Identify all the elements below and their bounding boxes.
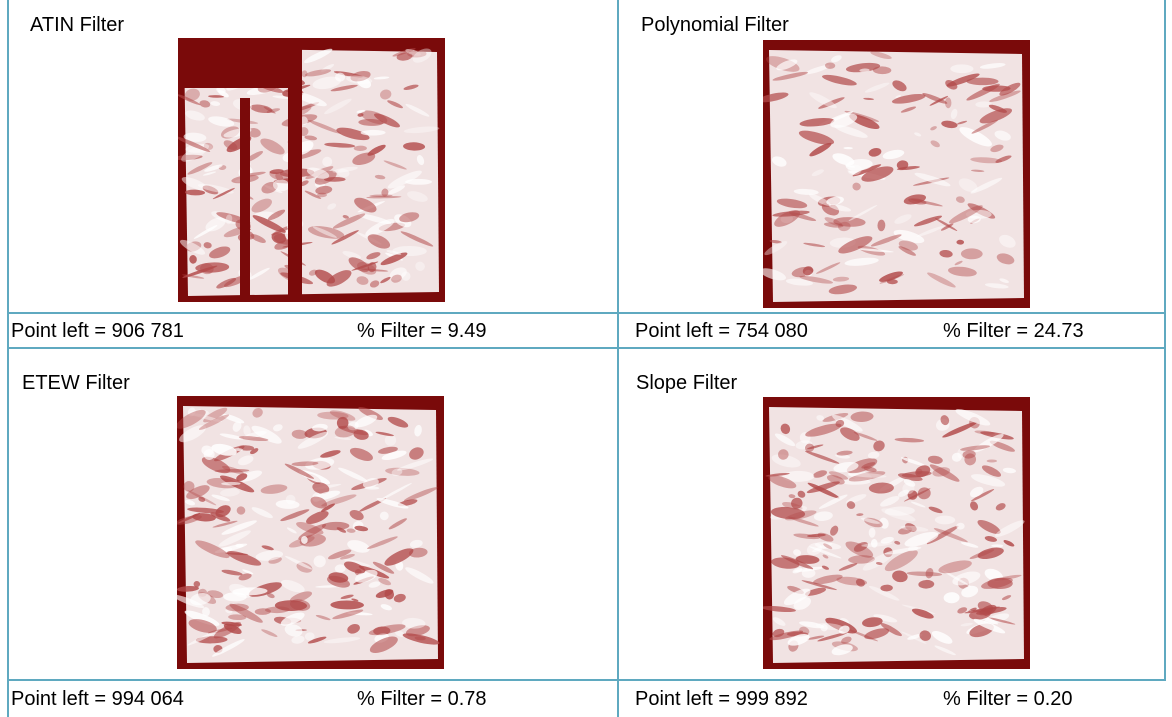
point-left: Point left = 994 064: [11, 688, 184, 710]
image-texture: [945, 97, 951, 108]
filter-percent: % Filter = 24.73: [943, 320, 1084, 342]
image-texture: [240, 98, 250, 302]
filter-image: [763, 40, 1030, 308]
filter-percent: % Filter = 9.49: [357, 320, 487, 342]
filter-percent: % Filter = 0.20: [943, 688, 1073, 710]
point-left: Point left = 999 892: [635, 688, 808, 710]
filter-image: [178, 38, 445, 302]
panel-title: ETEW Filter: [22, 372, 130, 394]
point-left: Point left = 906 781: [11, 320, 184, 342]
image-texture: [178, 38, 298, 88]
image-texture: [869, 528, 876, 538]
panel-title: ATIN Filter: [30, 14, 124, 36]
border: [7, 679, 1166, 681]
border: [7, 347, 1166, 349]
image-texture: [966, 78, 998, 86]
filter-percent: % Filter = 0.78: [357, 688, 487, 710]
filter-image: [763, 397, 1030, 669]
point-left: Point left = 754 080: [635, 320, 808, 342]
panel-title: Slope Filter: [636, 372, 737, 394]
panel-title: Polynomial Filter: [641, 14, 789, 36]
page: ATIN Filter Polynomial Filter ETEW Filte…: [0, 0, 1172, 717]
border: [617, 0, 619, 717]
border: [1164, 0, 1166, 680]
border: [7, 312, 1166, 314]
filter-image: [177, 396, 444, 669]
image-texture: [987, 459, 997, 462]
border: [7, 0, 9, 717]
